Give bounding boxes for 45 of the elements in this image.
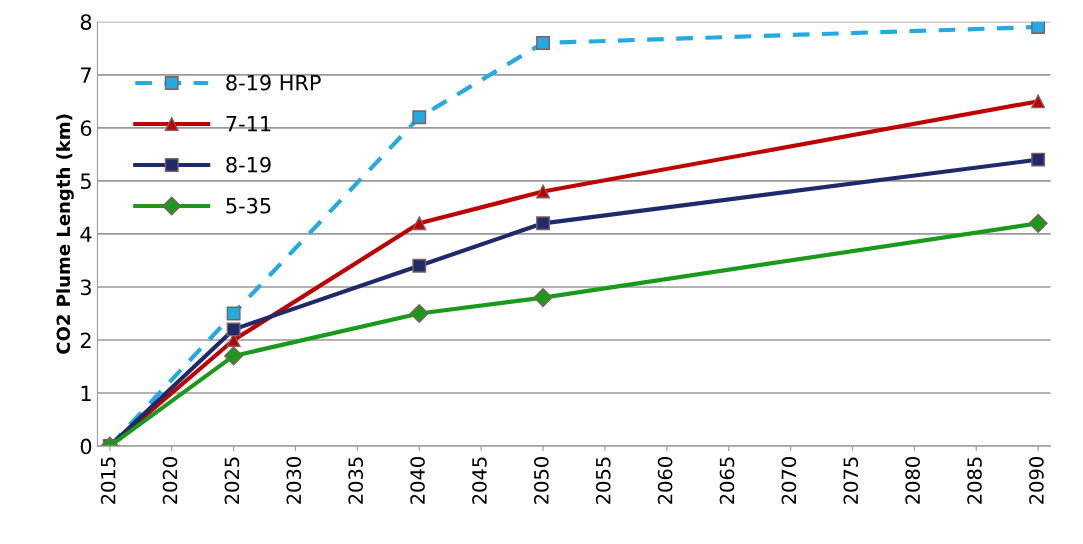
y-tick-label: 1 [81, 385, 91, 401]
x-tick-label: 2070 [781, 457, 797, 504]
y-tick-label: 0 [80, 438, 92, 455]
legend-label: 7-11 [226, 116, 271, 132]
legend-label: 8-19 HRP [226, 74, 321, 91]
point [536, 216, 550, 231]
point [1031, 94, 1046, 109]
point [536, 36, 550, 50]
y-tick-label: 5 [80, 173, 91, 190]
point [226, 306, 241, 321]
x-tick-label: 2040 [410, 457, 425, 504]
point [412, 216, 427, 231]
x-tick-label: 2015 [100, 457, 116, 504]
x-tick-label: 2025 [224, 457, 240, 504]
point [412, 110, 427, 125]
x-tick-label: 2080 [905, 457, 920, 504]
point [1028, 213, 1048, 233]
y-tick-label: 6 [80, 120, 92, 137]
x-tick-label: 2060 [657, 457, 673, 504]
point [536, 184, 550, 199]
x-tick-label: 2035 [348, 457, 364, 504]
y-tick-label: 3 [80, 279, 91, 296]
point [412, 258, 427, 273]
y-axis-title: CO2 Plume Length (km) [56, 114, 74, 354]
x-tick-label: 2085 [967, 457, 982, 504]
y-tick-label: 7 [81, 67, 91, 83]
point [224, 346, 244, 366]
y-tick-label: 2 [80, 332, 91, 348]
x-tick-label: 2055 [595, 457, 611, 504]
point [409, 303, 429, 324]
x-tick-label: 2030 [286, 457, 302, 504]
point [1031, 21, 1046, 35]
x-tick-label: 2020 [162, 457, 178, 504]
x-tick-label: 2050 [533, 457, 549, 504]
y-tick-label: 4 [80, 226, 92, 242]
point [533, 288, 553, 308]
legend-label: 5-35 [226, 197, 271, 214]
x-tick-label: 2075 [843, 457, 859, 504]
point [1031, 152, 1046, 167]
x-tick-label: 2090 [1029, 457, 1044, 504]
legend-label: 8-19 [226, 156, 271, 173]
y-tick-label: 8 [80, 14, 92, 30]
point [226, 322, 241, 337]
x-tick-label: 2065 [719, 457, 735, 504]
x-tick-label: 2045 [472, 457, 487, 504]
